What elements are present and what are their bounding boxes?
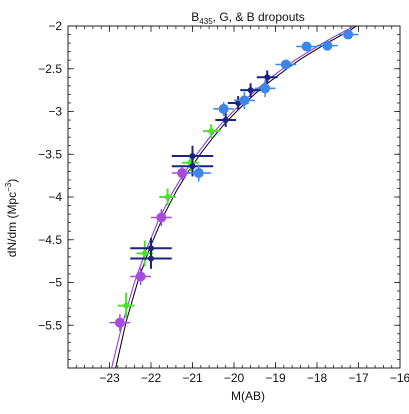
x-tick-label: −20: [224, 371, 245, 385]
data-point: [123, 302, 130, 309]
data-point: [239, 95, 250, 106]
data-point: [322, 40, 333, 51]
data-point: [135, 271, 146, 282]
chart-title: B435, G, & B dropouts: [191, 10, 304, 26]
data-point: [148, 255, 154, 262]
y-tick-label: −2: [48, 19, 62, 33]
data-point: [189, 163, 196, 170]
y-tick-label: −4: [48, 190, 62, 204]
data-point: [343, 29, 354, 40]
y-tick-label: −4.5: [38, 233, 62, 247]
data-point: [247, 87, 254, 94]
model-curve: [111, 26, 355, 368]
data-point: [208, 128, 215, 135]
model-curve: [115, 26, 357, 368]
data-point: [114, 317, 125, 328]
data-point: [193, 168, 204, 179]
data-point: [177, 168, 188, 179]
x-tick-label: −23: [99, 371, 120, 385]
x-tick-label: −21: [182, 371, 203, 385]
x-tick-label: −18: [307, 371, 328, 385]
data-point: [164, 194, 171, 200]
data-point: [222, 117, 229, 124]
y-axis-label: dN/dm (Mpc−3): [4, 179, 19, 257]
y-tick-label: −3: [48, 105, 62, 119]
data-point: [218, 103, 229, 114]
y-tick-label: −5: [48, 276, 62, 290]
plot-area: −23 −22 −21 −20 −19 −18 −17 −16 −5.5 −5 −4.5 −4 −3.5…: [38, 19, 409, 385]
x-axis-label: M(AB): [231, 389, 265, 403]
x-tick-label: −16: [390, 371, 409, 385]
data-point: [301, 41, 312, 52]
x-tick-label: −17: [348, 371, 369, 385]
y-tick-label: −5.5: [38, 318, 62, 332]
y-tick-label: −2.5: [38, 62, 62, 76]
plot-frame: [67, 25, 401, 369]
data-point: [141, 250, 148, 257]
data-point: [280, 59, 291, 70]
data-point: [156, 212, 167, 223]
data-point: [260, 83, 271, 94]
x-tick-label: −22: [141, 371, 162, 385]
y-tick-label: −3.5: [38, 147, 62, 161]
x-tick-label: −19: [265, 371, 286, 385]
data-point: [264, 74, 271, 81]
